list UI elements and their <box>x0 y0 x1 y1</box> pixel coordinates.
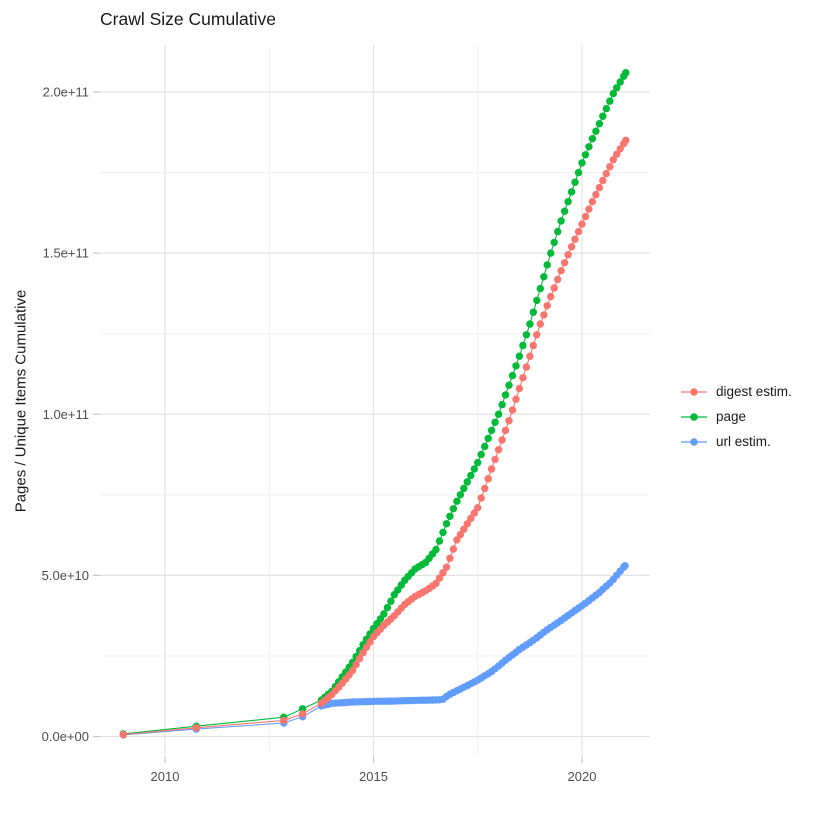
legend-key-page-icon <box>681 412 707 421</box>
grid-minor <box>100 45 650 755</box>
series-page <box>119 69 630 738</box>
y-axis-ticks <box>93 91 100 738</box>
svg-text:2.0e+11: 2.0e+11 <box>43 85 89 100</box>
svg-text:2020: 2020 <box>568 769 597 784</box>
svg-text:5.0e+10: 5.0e+10 <box>42 568 89 583</box>
series-page-points <box>119 69 630 738</box>
x-axis-ticks <box>164 756 583 763</box>
legend-item-digest: digest estim. <box>679 379 792 404</box>
legend-item-url: url estim. <box>679 429 792 454</box>
svg-text:0.0e+00: 0.0e+00 <box>42 729 89 744</box>
legend-label-url: url estim. <box>716 434 771 449</box>
x-tick-labels: 2010 2015 2020 <box>151 769 597 784</box>
legend-key-digest-icon <box>681 387 707 396</box>
legend-key-url-icon <box>681 437 707 446</box>
chart-title: Crawl Size Cumulative <box>100 9 277 29</box>
y-tick-labels: 0.0e+00 5.0e+10 1.0e+11 1.5e+11 2.0e+11 <box>42 85 89 745</box>
svg-text:2015: 2015 <box>359 769 388 784</box>
series-digest <box>119 136 630 739</box>
svg-text:1.0e+11: 1.0e+11 <box>43 407 89 422</box>
grid-major <box>100 45 650 755</box>
series-url <box>119 562 629 739</box>
legend: digest estim. page url estim. <box>679 379 792 454</box>
legend-label-page: page <box>716 409 747 424</box>
svg-text:1.5e+11: 1.5e+11 <box>43 246 89 261</box>
legend-label-digest: digest estim. <box>716 384 792 399</box>
svg-text:2010: 2010 <box>151 769 180 784</box>
series-url-points <box>119 562 629 739</box>
series-digest-points <box>119 136 630 739</box>
legend-item-page: page <box>679 404 792 429</box>
